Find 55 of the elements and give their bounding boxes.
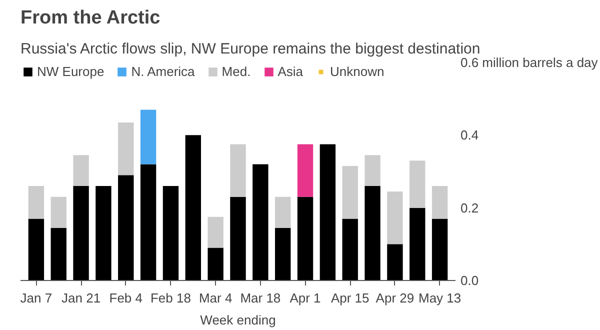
bar (140, 110, 156, 164)
bar (118, 122, 134, 176)
chart-subtitle: Russia's Arctic flows slip, NW Europe remains the biggest destination (20, 40, 480, 58)
bar (208, 216, 224, 248)
bar (410, 208, 426, 280)
bar (140, 164, 156, 280)
x-tick-label: May 13 (418, 290, 462, 306)
bar (387, 191, 403, 244)
legend-label: Unknown (330, 64, 384, 79)
bar (274, 196, 291, 228)
y-tick-label: 0.6 million barrels a day (460, 55, 598, 70)
legend-label: N. America (131, 64, 195, 79)
bar (230, 196, 246, 280)
bar (208, 248, 224, 280)
x-tick-label: Apr 15 (330, 290, 370, 306)
legend-label: Med. (222, 64, 251, 79)
bar (320, 144, 336, 280)
y-tick-label: 0.2 (460, 200, 479, 216)
bar (432, 186, 448, 219)
legend-label: Asia (278, 64, 303, 79)
bar (297, 196, 314, 280)
bar (230, 144, 246, 197)
bar (28, 218, 44, 280)
x-tick-label: Apr 1 (290, 290, 321, 306)
bar (50, 196, 66, 228)
bar (364, 155, 380, 186)
bar (410, 160, 426, 208)
bar (96, 186, 112, 280)
bar (50, 228, 66, 280)
bar (342, 166, 358, 219)
x-tick-label: Feb 4 (109, 290, 143, 306)
bar (73, 186, 89, 280)
bar (274, 228, 291, 280)
y-tick-label: 0.0 (460, 273, 479, 288)
x-tick-label: Apr 29 (376, 290, 414, 306)
bar (73, 155, 89, 186)
x-tick-label: Jan 21 (62, 290, 101, 306)
bar (297, 144, 314, 197)
bar (432, 218, 448, 280)
bar (364, 186, 380, 280)
bar (342, 218, 358, 280)
legend-label: NW Europe (37, 64, 104, 79)
x-tick-label: Jan 7 (20, 290, 52, 306)
x-tick-label: Mar 18 (240, 290, 281, 306)
x-tick-label: Mar 4 (198, 290, 232, 306)
bar (28, 186, 44, 219)
bar (162, 186, 179, 280)
bar (118, 175, 134, 280)
x-axis-title: Week ending (200, 312, 276, 328)
bar (387, 244, 403, 280)
chart-title: From the Arctic (20, 8, 161, 28)
bar (185, 135, 202, 280)
y-tick-label: 0.4 (460, 128, 479, 143)
x-tick-label: Feb 18 (150, 290, 191, 306)
bar (252, 164, 268, 280)
